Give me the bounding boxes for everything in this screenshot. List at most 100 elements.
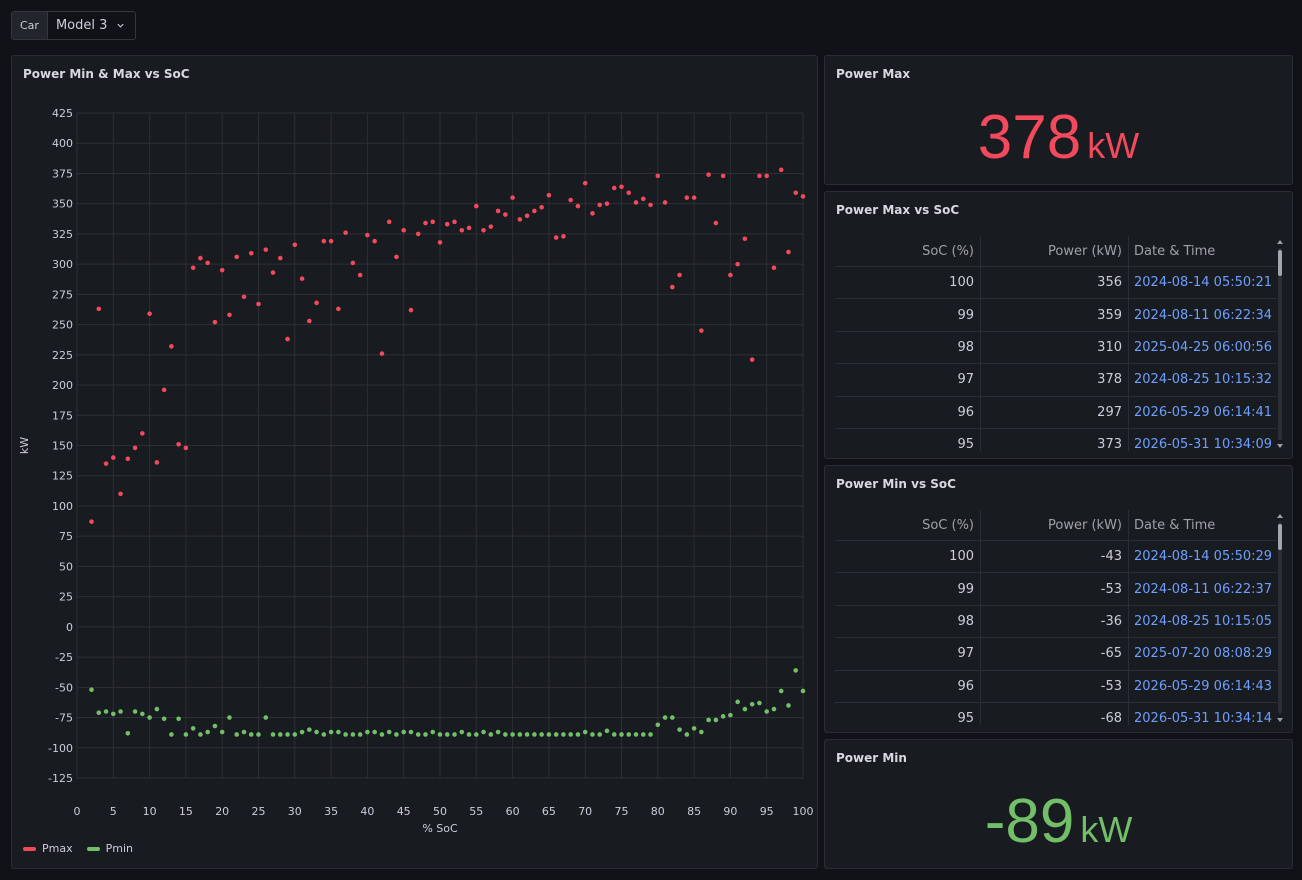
point-pmin[interactable]: [481, 729, 486, 735]
point-pmax[interactable]: [510, 195, 515, 200]
point-pmax[interactable]: [582, 180, 588, 186]
point-pmax[interactable]: [742, 236, 748, 242]
column-header-datetime[interactable]: Date & Time: [1134, 517, 1216, 533]
point-pmax[interactable]: [749, 357, 755, 362]
point-pmin[interactable]: [764, 709, 769, 714]
point-pmin[interactable]: [328, 729, 334, 735]
point-pmax[interactable]: [568, 197, 573, 203]
point-pmax[interactable]: [183, 445, 189, 451]
point-pmin[interactable]: [365, 729, 370, 735]
point-pmin[interactable]: [633, 732, 639, 737]
point-pmax[interactable]: [111, 455, 116, 460]
point-pmax[interactable]: [778, 167, 784, 173]
point-pmin[interactable]: [423, 732, 428, 737]
point-pmax[interactable]: [350, 260, 356, 266]
point-pmax[interactable]: [459, 227, 465, 233]
point-pmin[interactable]: [292, 732, 298, 737]
point-pmin[interactable]: [125, 730, 131, 736]
panel-title[interactable]: Power Max: [836, 67, 911, 81]
point-pmax[interactable]: [234, 254, 240, 260]
point-pmin[interactable]: [503, 732, 508, 737]
point-pmin[interactable]: [778, 688, 784, 694]
point-pmax[interactable]: [590, 211, 595, 216]
point-pmin[interactable]: [720, 714, 726, 719]
point-pmin[interactable]: [452, 732, 457, 737]
panel-title[interactable]: Power Min & Max vs SoC: [23, 67, 190, 81]
point-pmin[interactable]: [379, 732, 385, 737]
scroll-thumb[interactable]: [1278, 524, 1282, 550]
point-pmin[interactable]: [234, 732, 240, 737]
point-pmin[interactable]: [111, 711, 116, 717]
point-pmin[interactable]: [161, 716, 167, 722]
point-pmax[interactable]: [575, 203, 581, 209]
point-pmin[interactable]: [263, 715, 269, 720]
point-pmax[interactable]: [408, 307, 414, 313]
point-pmax[interactable]: [227, 312, 232, 318]
point-pmin[interactable]: [582, 729, 588, 735]
scroll-up-icon[interactable]: [1277, 514, 1283, 518]
point-pmin[interactable]: [742, 706, 748, 712]
point-pmin[interactable]: [248, 732, 254, 737]
legend-item-pmax[interactable]: Pmax: [23, 842, 73, 855]
point-pmin[interactable]: [706, 717, 711, 723]
cell-datetime-link[interactable]: 2026-05-29 06:14:43: [1134, 678, 1273, 694]
scroll-track[interactable]: [1278, 522, 1282, 714]
point-pmin[interactable]: [524, 732, 530, 737]
point-pmin[interactable]: [277, 732, 283, 737]
point-pmin[interactable]: [219, 729, 225, 735]
point-pmax[interactable]: [212, 319, 218, 325]
point-pmin[interactable]: [553, 732, 559, 737]
point-pmin[interactable]: [256, 732, 261, 737]
point-pmin[interactable]: [372, 729, 377, 735]
point-pmax[interactable]: [430, 219, 436, 225]
point-pmin[interactable]: [597, 732, 603, 737]
cell-datetime-link[interactable]: 2025-07-20 08:08:29: [1134, 646, 1273, 662]
point-pmin[interactable]: [728, 712, 733, 718]
point-pmin[interactable]: [495, 729, 501, 735]
point-pmin[interactable]: [786, 703, 791, 708]
point-pmax[interactable]: [176, 441, 181, 447]
point-pmin[interactable]: [800, 688, 806, 694]
point-pmin[interactable]: [684, 732, 690, 737]
point-pmax[interactable]: [248, 250, 254, 256]
point-pmax[interactable]: [699, 328, 704, 333]
point-pmax[interactable]: [307, 318, 312, 324]
point-pmin[interactable]: [430, 729, 436, 735]
point-pmin[interactable]: [140, 711, 145, 717]
point-pmax[interactable]: [161, 387, 167, 393]
point-pmin[interactable]: [757, 700, 762, 706]
point-pmax[interactable]: [205, 260, 210, 266]
point-pmin[interactable]: [532, 732, 537, 737]
point-pmin[interactable]: [437, 732, 443, 737]
point-pmin[interactable]: [336, 729, 341, 735]
point-pmin[interactable]: [118, 709, 123, 714]
point-pmin[interactable]: [488, 732, 494, 737]
point-pmin[interactable]: [415, 732, 421, 737]
point-pmin[interactable]: [590, 732, 595, 737]
point-pmin[interactable]: [626, 732, 632, 737]
point-pmax[interactable]: [96, 306, 102, 312]
point-pmin[interactable]: [285, 732, 290, 737]
point-pmin[interactable]: [771, 706, 777, 712]
point-pmin[interactable]: [640, 732, 646, 737]
point-pmax[interactable]: [452, 219, 457, 225]
cell-datetime-link[interactable]: 2024-08-25 10:15:05: [1134, 613, 1273, 629]
point-pmax[interactable]: [764, 173, 769, 179]
point-pmax[interactable]: [619, 184, 624, 190]
point-pmin[interactable]: [517, 732, 523, 737]
point-pmin[interactable]: [299, 729, 305, 735]
point-pmax[interactable]: [270, 270, 276, 275]
scroll-up-icon[interactable]: [1277, 240, 1283, 244]
cell-datetime-link[interactable]: 2024-08-14 05:50:21: [1134, 275, 1273, 291]
point-pmin[interactable]: [510, 732, 515, 737]
point-pmax[interactable]: [488, 224, 494, 229]
point-pmin[interactable]: [691, 726, 697, 731]
scroll-track[interactable]: [1278, 248, 1282, 440]
point-pmax[interactable]: [343, 230, 348, 235]
point-pmax[interactable]: [648, 202, 653, 208]
point-pmax[interactable]: [241, 294, 247, 300]
point-pmin[interactable]: [561, 732, 566, 737]
cell-datetime-link[interactable]: 2024-08-11 06:22:37: [1134, 581, 1273, 597]
point-pmax[interactable]: [386, 219, 392, 225]
scroll-down-icon[interactable]: [1277, 718, 1283, 722]
